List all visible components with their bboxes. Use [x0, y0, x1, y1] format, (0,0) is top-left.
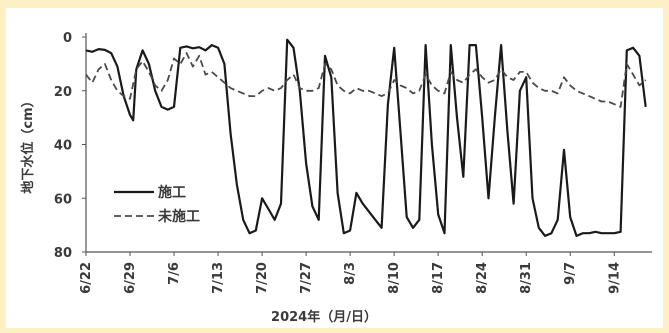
groundwater-line-chart: 0 20 40 60 80 6/22 6/29 7/6 7/13 7/20 7/27 8/3 8/10 8…	[20, 31, 652, 325]
x-tick-label: 9/14	[607, 262, 622, 294]
x-tick-label: 6/22	[79, 262, 94, 294]
x-tick-label: 9/7	[563, 262, 578, 285]
chart-axes: 0 20 40 60 80 6/22 6/29 7/6 7/13 7/20 7/27 8/3 8/10 8…	[54, 31, 652, 294]
series-line-untreated	[85, 52, 647, 108]
y-tick-label: 0	[63, 31, 72, 46]
x-tick-label: 7/20	[255, 262, 270, 294]
legend-label: 未施工	[158, 208, 200, 225]
y-tick-label: 40	[54, 139, 72, 154]
x-tick-label: 8/10	[387, 262, 402, 294]
x-axis-title: 2024年（月/日）	[271, 309, 377, 325]
series-line-treated	[85, 38, 647, 237]
x-tick-label: 7/27	[299, 262, 314, 294]
x-tick-label: 8/17	[431, 262, 446, 294]
legend-label: 施工	[158, 184, 186, 201]
y-tick-label: 60	[54, 192, 72, 207]
x-tick-label: 8/31	[519, 262, 534, 294]
y-tick-label: 80	[54, 246, 72, 261]
x-tick-label: 8/3	[343, 262, 358, 285]
y-axis-title: 地下水位（cm）	[20, 94, 36, 193]
series-layer	[85, 38, 647, 237]
y-tick-label: 20	[54, 85, 72, 100]
x-tick-label: 8/24	[475, 262, 490, 294]
x-tick-label: 7/6	[167, 262, 182, 285]
chart-panel: 0 20 40 60 80 6/22 6/29 7/6 7/13 7/20 7/27 8/3 8/10 8…	[6, 8, 663, 328]
x-tick-label: 6/29	[123, 262, 138, 294]
x-tick-label: 7/13	[211, 262, 226, 294]
